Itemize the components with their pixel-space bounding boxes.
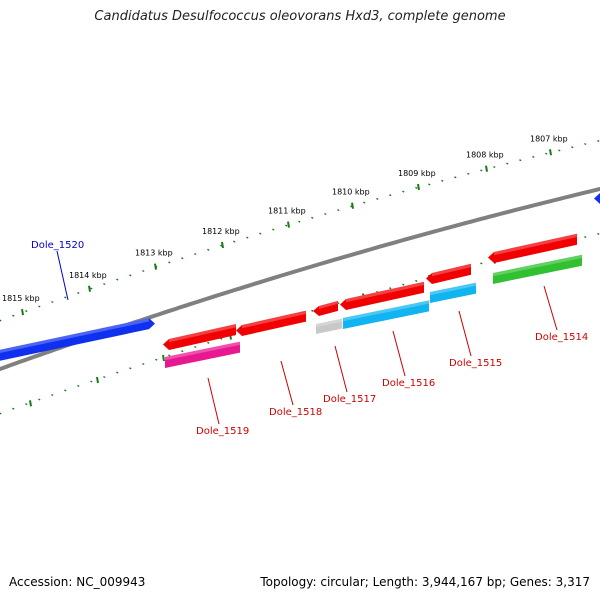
leader-line	[458, 310, 472, 357]
gene-dole-1516[interactable]	[343, 300, 429, 329]
cds-dole-1518[interactable]	[236, 310, 306, 336]
gene-label-text: Dole_1519	[196, 426, 249, 437]
inner-major-tick	[29, 400, 32, 407]
inner-major-tick	[96, 376, 99, 384]
cds-dole-1515[interactable]	[426, 263, 471, 284]
outer-major-tick	[417, 183, 420, 191]
outer-tick-track: 1807 kbp 1808 kbp 1809 kbp 1810 kbp 1811 kbp…	[0, 134, 600, 322]
forward-strand-genes	[0, 191, 600, 365]
gene-dole-1514[interactable]	[493, 254, 582, 284]
gene-label-text: Dole_1517	[323, 394, 376, 405]
gene-dole-1517[interactable]	[316, 318, 342, 334]
outer-major-tick	[221, 241, 224, 249]
leader-line	[207, 377, 220, 425]
outer-major-ticks	[21, 149, 552, 316]
outer-major-tick	[21, 308, 24, 316]
kbp-tick-label: 1813 kbp	[135, 249, 173, 258]
kbp-tick-label: 1815 kbp	[2, 294, 40, 303]
outer-major-tick	[549, 149, 552, 156]
gene-label-text: Dole_1515	[449, 358, 502, 369]
gene-label-text: Dole_1518	[269, 407, 322, 418]
cds-dole-1517[interactable]	[313, 300, 338, 316]
outer-major-tick	[351, 202, 354, 209]
leader-line	[543, 285, 558, 331]
reverse-strand-genes	[163, 233, 582, 368]
gene-label-dole-1519[interactable]: Dole_1519	[196, 377, 249, 437]
cds-dole-1516[interactable]	[340, 281, 424, 310]
genome-title: Candidatus Desulfococcus oleovorans Hxd3…	[94, 9, 506, 24]
gene-label-dole-1514[interactable]: Dole_1514	[535, 285, 588, 343]
gene-label-dole-1516[interactable]: Dole_1516	[382, 330, 435, 389]
leader-line	[56, 250, 69, 301]
kbp-tick-label: 1807 kbp	[530, 134, 568, 143]
kbp-tick-label: 1814 kbp	[69, 271, 107, 280]
accession-text: Accession: NC_009943	[9, 575, 146, 589]
gene-dole-1519[interactable]	[165, 341, 240, 368]
kbp-tick-label: 1812 kbp	[202, 227, 240, 236]
gene-label-dole-1517[interactable]: Dole_1517	[323, 345, 376, 405]
gene-dole-1520[interactable]	[0, 318, 155, 365]
outer-dotted-track	[0, 139, 600, 322]
leader-line	[392, 330, 406, 377]
kbp-tick-label: 1808 kbp	[466, 151, 504, 160]
outer-major-tick	[287, 221, 290, 228]
kbp-tick-label: 1811 kbp	[268, 207, 306, 216]
leader-line	[280, 360, 294, 406]
genome-summary-text: Topology: circular; Length: 3,944,167 bp…	[260, 575, 590, 589]
gene-label-dole-1518[interactable]: Dole_1518	[269, 360, 322, 418]
gene-label-text: Dole_1516	[382, 378, 435, 389]
gene-label-dole-1520[interactable]: Dole_1520	[31, 240, 84, 301]
gene-dole-1515[interactable]	[430, 282, 476, 303]
gene-label-text: Dole_1514	[535, 332, 588, 343]
outer-major-tick	[485, 165, 488, 172]
gene-label-text: Dole_1520	[31, 240, 84, 251]
kbp-tick-labels: 1807 kbp 1808 kbp 1809 kbp 1810 kbp 1811 kbp…	[2, 134, 568, 303]
outer-major-tick	[154, 263, 157, 270]
leader-line	[334, 345, 348, 393]
inner-tick-track	[0, 232, 600, 415]
inner-dotted-track	[0, 232, 600, 415]
gene-partial-forward[interactable]	[594, 191, 600, 204]
cds-dole-1514[interactable]	[488, 233, 577, 263]
gene-label-dole-1515[interactable]: Dole_1515	[449, 310, 502, 369]
kbp-tick-label: 1809 kbp	[398, 169, 436, 178]
kbp-tick-label: 1810 kbp	[332, 188, 370, 197]
inner-major-tick	[162, 354, 165, 362]
outer-major-tick	[88, 285, 91, 292]
cds-dole-1519[interactable]	[163, 324, 236, 350]
